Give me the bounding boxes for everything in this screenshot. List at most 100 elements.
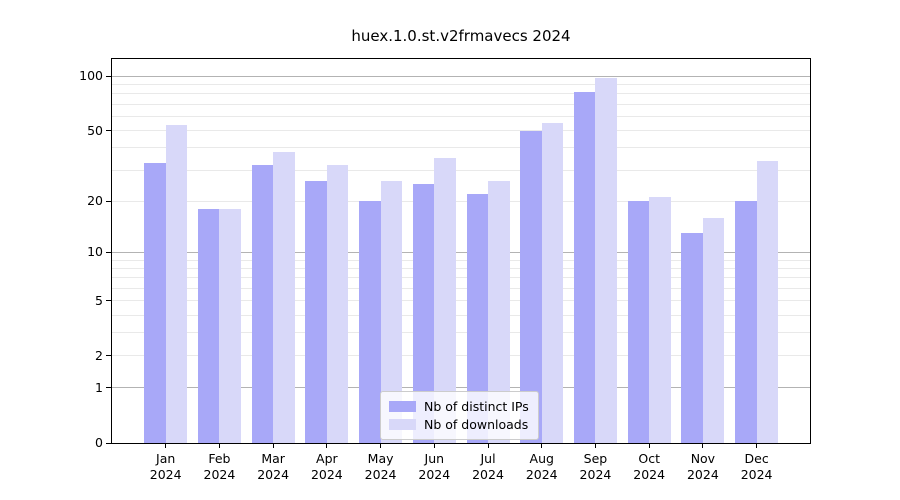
gridline-minor-7 [112, 277, 810, 279]
x-tick-nov [702, 443, 704, 448]
y-tick-50 [106, 130, 111, 132]
gridline-minor-50 [112, 130, 810, 132]
bar-nb-of-distinct-ips-jun [412, 184, 435, 443]
gridline-minor-8 [112, 267, 810, 269]
x-tick-year-jan: 2024 [149, 466, 182, 482]
x-tick-year-oct: 2024 [633, 466, 666, 482]
bar-nb-of-downloads-aug [541, 123, 564, 443]
y-tick-label-5: 5 [95, 292, 103, 308]
x-tick-year-apr: 2024 [310, 466, 343, 482]
x-tick-label-may: May 2024 [349, 451, 413, 482]
plot-area: Nb of distinct IPs Nb of downloads [111, 58, 811, 444]
x-tick-month-dec: Dec [744, 451, 769, 466]
y-tick-label-20: 20 [87, 193, 103, 209]
bar-nb-of-downloads-oct [649, 197, 671, 443]
legend-row-nb-of-distinct-ips: Nb of distinct IPs [389, 398, 529, 416]
x-tick-apr [326, 443, 328, 448]
bar-nb-of-downloads-sep [595, 77, 617, 443]
bar-nb-of-distinct-ips-may [359, 201, 381, 443]
gridline-minor-2 [112, 355, 810, 357]
gridline-minor-4 [112, 314, 810, 316]
x-tick-dec [756, 443, 758, 448]
bar-nb-of-distinct-ips-aug [520, 130, 542, 443]
legend: Nb of distinct IPs Nb of downloads [380, 391, 539, 440]
bar-nb-of-distinct-ips-dec [735, 201, 757, 443]
bar-nb-of-downloads-nov [702, 217, 725, 443]
x-tick-year-dec: 2024 [740, 466, 773, 482]
x-tick-label-sep: Sep 2024 [563, 451, 627, 482]
x-tick-year-mar: 2024 [257, 466, 290, 482]
y-tick-20 [106, 200, 111, 202]
x-tick-month-nov: Nov [690, 451, 716, 466]
legend-patch-nb-of-distinct-ips [389, 401, 416, 413]
x-tick-label-nov: Nov 2024 [671, 451, 735, 482]
x-tick-month-feb: Feb [208, 451, 231, 466]
bar-nb-of-downloads-jul [488, 181, 510, 443]
x-tick-year-jul: 2024 [472, 466, 504, 482]
x-tick-oct [648, 443, 650, 448]
gridline-minor-70 [112, 103, 810, 105]
x-tick-jun [433, 443, 435, 448]
bar-nb-of-downloads-may [380, 181, 403, 443]
x-tick-label-apr: Apr 2024 [295, 451, 359, 482]
bar-nb-of-downloads-apr [326, 165, 349, 443]
gridline-minor-30 [112, 169, 810, 171]
bar-nb-of-distinct-ips-oct [627, 201, 650, 443]
x-tick-month-may: May [367, 451, 394, 466]
chart-title: huex.1.0.st.v2frmavecs 2024 [351, 27, 571, 45]
y-tick-2 [106, 355, 111, 357]
x-tick-label-aug: Aug 2024 [510, 451, 574, 482]
x-tick-year-may: 2024 [364, 466, 397, 482]
gridline-major-100 [112, 75, 810, 77]
x-tick-month-apr: Apr [316, 451, 338, 466]
y-tick-0 [106, 442, 111, 444]
y-tick-label-100: 100 [79, 68, 103, 84]
x-tick-label-mar: Mar 2024 [241, 451, 305, 482]
gridline-minor-5 [112, 300, 810, 302]
x-tick-jul [487, 443, 489, 448]
gridline-major-1 [112, 387, 810, 389]
y-tick-1 [106, 387, 111, 389]
x-tick-month-jan: Jan [156, 451, 176, 466]
bar-nb-of-downloads-jun [434, 158, 456, 443]
gridline-minor-80 [112, 93, 810, 95]
x-tick-year-jun: 2024 [418, 466, 451, 482]
bar-nb-of-downloads-jan [165, 124, 188, 443]
y-tick-label-50: 50 [87, 122, 103, 138]
bar-nb-of-distinct-ips-apr [305, 181, 327, 443]
bar-nb-of-downloads-mar [273, 151, 295, 443]
y-tick-label-2: 2 [95, 347, 103, 363]
x-tick-label-feb: Feb 2024 [187, 451, 251, 482]
bar-nb-of-distinct-ips-sep [573, 91, 596, 443]
x-tick-month-jul: Jul [480, 451, 496, 466]
bar-nb-of-downloads-feb [219, 209, 241, 443]
y-tick-label-0: 0 [95, 435, 103, 450]
x-tick-month-aug: Aug [529, 451, 554, 466]
x-tick-jan [165, 443, 167, 448]
x-tick-sep [594, 443, 596, 448]
legend-label-nb-of-downloads: Nb of downloads [424, 416, 529, 432]
gridline-minor-90 [112, 84, 810, 86]
x-tick-month-mar: Mar [261, 451, 285, 466]
x-tick-aug [541, 443, 543, 448]
bar-nb-of-downloads-dec [756, 160, 779, 443]
x-tick-year-aug: 2024 [525, 466, 558, 482]
y-tick-100 [106, 75, 111, 77]
bar-nb-of-distinct-ips-feb [197, 209, 220, 443]
x-tick-may [380, 443, 382, 448]
legend-row-nb-of-downloads: Nb of downloads [389, 416, 529, 434]
x-tick-label-dec: Dec 2024 [725, 451, 789, 482]
x-tick-month-sep: Sep [583, 451, 608, 466]
x-tick-label-jul: Jul 2024 [456, 451, 520, 482]
x-tick-label-oct: Oct 2024 [617, 451, 681, 482]
y-tick-10 [106, 251, 111, 253]
y-tick-5 [106, 300, 111, 302]
x-tick-month-jun: Jun [424, 451, 445, 466]
bar-nb-of-distinct-ips-jul [466, 193, 489, 443]
gridline-minor-60 [112, 115, 810, 117]
legend-label-nb-of-distinct-ips: Nb of distinct IPs [424, 399, 529, 415]
gridline-minor-40 [112, 147, 810, 149]
gridline-minor-3 [112, 332, 810, 334]
gridline-minor-9 [112, 259, 810, 261]
